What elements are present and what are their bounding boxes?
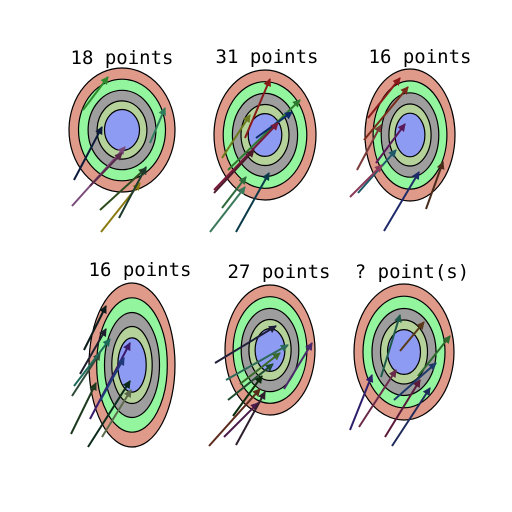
target-panel-3: 16 points	[349, 46, 472, 232]
score-label: 16 points	[89, 259, 192, 281]
arrow	[283, 342, 313, 390]
arrow	[380, 314, 402, 378]
arrow	[149, 107, 166, 144]
arrow	[82, 76, 109, 111]
target-panel-6: ? point(s)	[349, 261, 469, 447]
arrow	[244, 78, 271, 139]
arrow	[349, 164, 383, 198]
score-label: 16 points	[369, 46, 472, 68]
arrows-group	[71, 76, 166, 233]
arrow	[118, 166, 147, 219]
arrow	[399, 321, 425, 352]
arrow	[87, 380, 131, 448]
score-label: 18 points	[71, 47, 174, 69]
arrows-group	[349, 314, 451, 447]
bullseye-ring	[117, 337, 147, 393]
target-panel-5: 27 points	[208, 261, 331, 447]
arrow	[70, 382, 97, 435]
arrow	[367, 77, 401, 119]
arrow	[83, 305, 107, 351]
arrow	[232, 375, 263, 417]
arrow	[227, 363, 274, 401]
arrow	[391, 387, 431, 447]
arrow	[213, 122, 279, 191]
arrow	[417, 335, 451, 377]
target-panel-1: 18 points	[68, 47, 176, 233]
arrow	[221, 114, 251, 159]
arrow	[89, 152, 123, 187]
bullseye-ring	[386, 329, 422, 376]
arrow	[99, 357, 125, 402]
arrow	[239, 352, 281, 385]
score-label: 31 points	[216, 46, 319, 68]
arrow	[73, 126, 103, 181]
arrow	[89, 342, 131, 420]
arrows-group	[208, 325, 313, 447]
arrow	[425, 161, 445, 210]
arrows-group	[209, 78, 301, 233]
score-label: ? point(s)	[355, 261, 469, 283]
arrow	[71, 352, 101, 397]
arrow	[358, 369, 397, 428]
target-panel-2: 31 points	[209, 46, 319, 233]
arrow	[363, 86, 409, 141]
target-face	[224, 284, 316, 416]
arrow	[356, 124, 382, 171]
arrow	[101, 389, 132, 438]
target-face	[364, 68, 456, 202]
score-label: 27 points	[228, 261, 331, 283]
arrow	[223, 402, 259, 438]
arrow	[209, 186, 246, 233]
arrow	[221, 176, 247, 209]
arrow	[349, 374, 374, 431]
arrow	[384, 379, 421, 438]
target-panel-4: 16 points	[70, 259, 192, 448]
target-face	[353, 283, 455, 421]
bullseye-ring	[394, 112, 426, 158]
arrow	[73, 338, 111, 387]
arrow	[225, 344, 289, 381]
target-face	[88, 282, 176, 448]
arrow	[235, 391, 266, 446]
arrow	[235, 172, 270, 233]
arrow	[214, 325, 277, 364]
target-face	[68, 67, 176, 193]
arrow	[79, 328, 107, 375]
arrows-group	[70, 305, 132, 448]
bullseye-ring	[103, 108, 141, 152]
arrow	[213, 149, 255, 194]
arrow	[383, 171, 420, 232]
arrow	[208, 388, 261, 447]
arrow	[99, 167, 147, 211]
arrow	[375, 123, 406, 164]
arrows-group	[349, 77, 445, 232]
